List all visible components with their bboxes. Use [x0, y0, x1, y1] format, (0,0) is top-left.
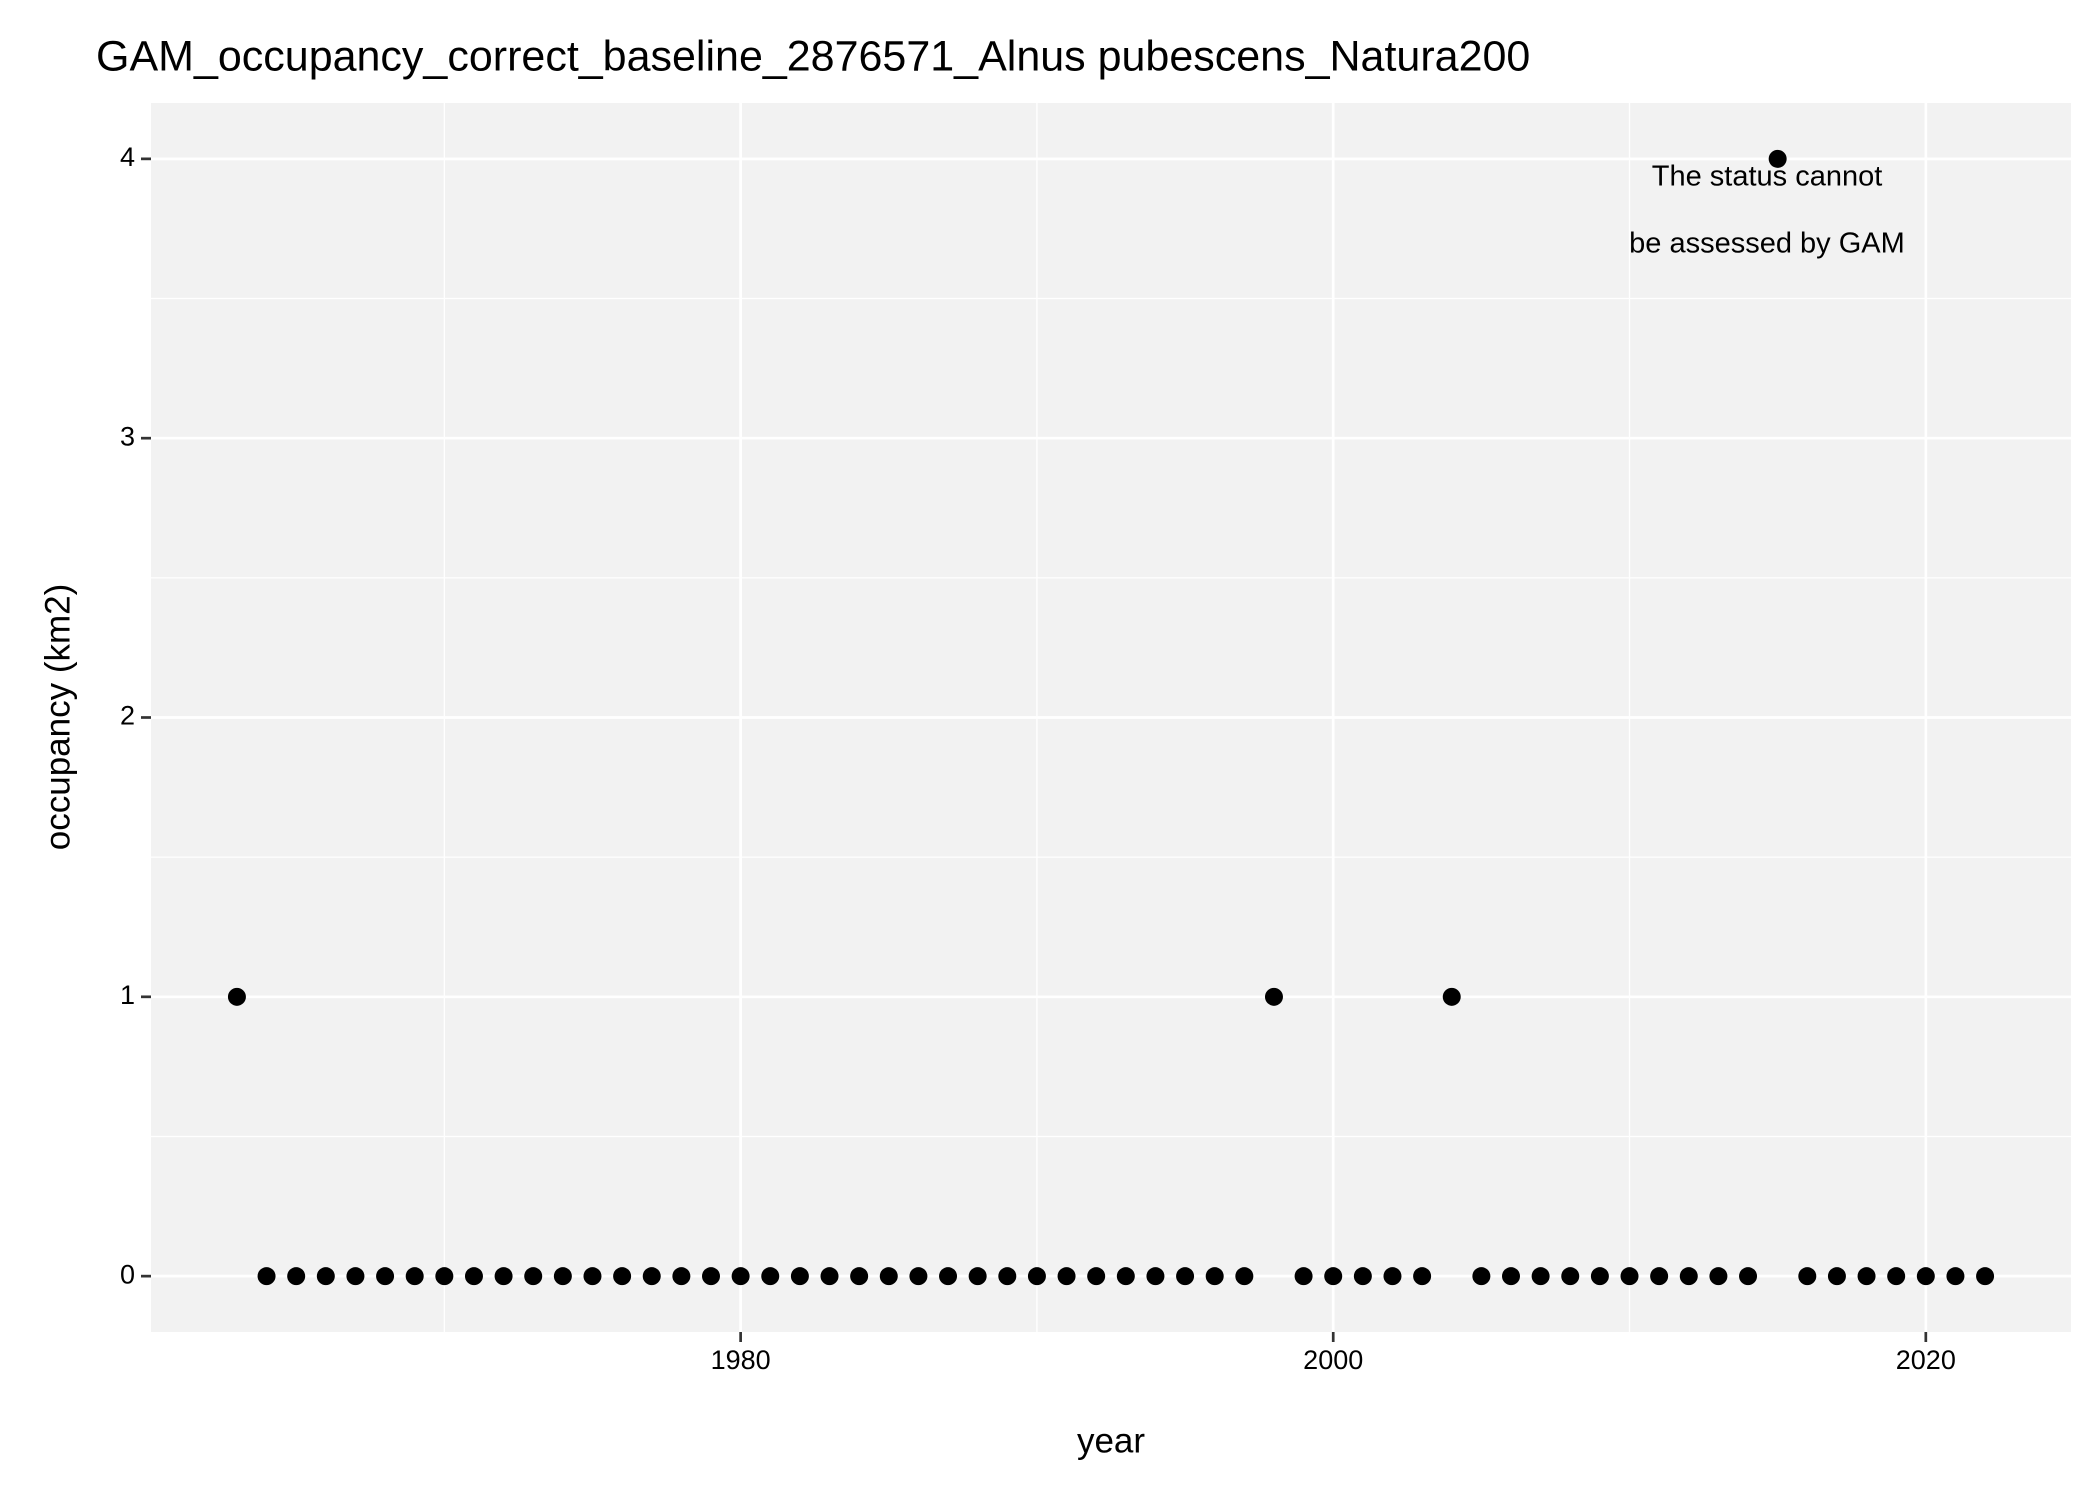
x-tick-label: 2000 [1303, 1345, 1363, 1375]
point [1976, 1267, 1995, 1286]
point [702, 1267, 720, 1286]
point [227, 987, 246, 1006]
point [1531, 1267, 1550, 1286]
point [464, 1267, 483, 1286]
annotation: be assessed by GAM [1629, 228, 1905, 260]
x-axis-title: year [1077, 1421, 1145, 1460]
point [820, 1267, 839, 1286]
point [524, 1267, 543, 1286]
point [1620, 1267, 1639, 1286]
point [1027, 1267, 1046, 1286]
point [939, 1267, 958, 1286]
point [1709, 1267, 1728, 1286]
point [1502, 1267, 1520, 1286]
point [494, 1267, 513, 1286]
point [1116, 1267, 1135, 1286]
point [405, 1267, 424, 1286]
point [1442, 987, 1461, 1006]
point [998, 1267, 1017, 1286]
point [1324, 1267, 1343, 1286]
point [1916, 1267, 1935, 1286]
point [1768, 149, 1787, 168]
point [672, 1267, 691, 1286]
point [1650, 1267, 1669, 1286]
point [376, 1267, 395, 1286]
point [1679, 1267, 1698, 1286]
y-axis-title: occupancy (km2) [38, 584, 77, 850]
annotation: The status cannot [1652, 161, 1883, 193]
point [613, 1267, 632, 1286]
point [1827, 1267, 1846, 1286]
point [346, 1267, 365, 1286]
y-tick-label: 1 [120, 980, 135, 1010]
point [1353, 1267, 1372, 1286]
x-tick-label: 1980 [711, 1345, 771, 1375]
point [287, 1267, 306, 1286]
point [1739, 1267, 1758, 1286]
point [1561, 1267, 1580, 1286]
point [316, 1267, 335, 1286]
point [1294, 1267, 1313, 1286]
point [1146, 1267, 1165, 1286]
point [1205, 1267, 1224, 1286]
point [435, 1267, 454, 1286]
point [790, 1267, 809, 1286]
point [1887, 1267, 1906, 1286]
point [1057, 1267, 1076, 1286]
point [1235, 1267, 1254, 1286]
point [1590, 1267, 1609, 1286]
point [968, 1267, 987, 1286]
point [1087, 1267, 1106, 1286]
x-tick-label: 2020 [1896, 1345, 1956, 1375]
point [731, 1267, 750, 1286]
y-tick-label: 0 [120, 1259, 135, 1289]
point [1472, 1267, 1491, 1286]
point [642, 1267, 661, 1286]
point [1946, 1267, 1965, 1286]
y-tick-label: 4 [120, 142, 135, 172]
point [1176, 1267, 1195, 1286]
point [879, 1267, 898, 1286]
point [1857, 1267, 1876, 1286]
point [1383, 1267, 1402, 1286]
point [1264, 987, 1283, 1006]
point [909, 1267, 928, 1286]
point [850, 1267, 869, 1286]
point [257, 1267, 276, 1286]
y-tick-label: 2 [120, 701, 135, 731]
point [583, 1267, 602, 1286]
point [1798, 1267, 1817, 1286]
y-tick-label: 3 [120, 421, 135, 451]
point [1413, 1267, 1432, 1286]
point [553, 1267, 572, 1286]
chart-title: GAM_occupancy_correct_baseline_2876571_A… [96, 32, 1530, 80]
point [761, 1267, 780, 1286]
